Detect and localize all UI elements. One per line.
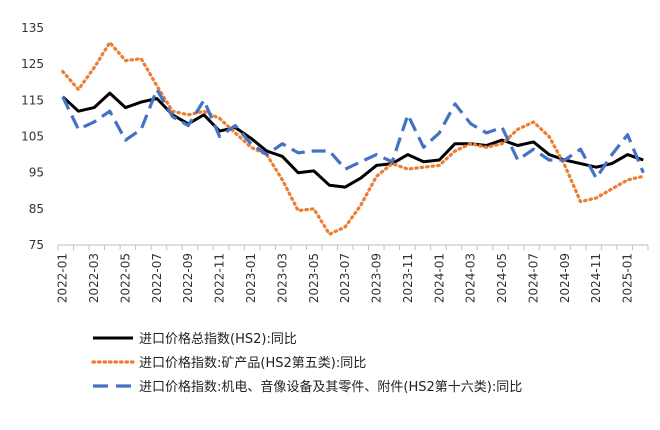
y-tick-label: 115 — [21, 93, 44, 107]
x-tick-label: 2024-11 — [589, 253, 603, 303]
y-tick-label: 85 — [29, 202, 44, 216]
y-tick-label: 75 — [29, 238, 44, 252]
legend-label-1: 进口价格总指数(HS2):同比 — [139, 331, 297, 347]
legend: 进口价格总指数(HS2):同比进口价格指数:矿产品(HS2第五类):同比进口价格… — [91, 331, 522, 395]
x-tick-label: 2024-07 — [526, 253, 540, 303]
x-tick-label: 2022-03 — [87, 253, 101, 303]
y-tick-label: 135 — [21, 21, 44, 35]
x-tick-label: 2023-09 — [370, 253, 384, 303]
x-tick-label: 2022-07 — [150, 253, 164, 303]
y-tick-labels: 75 85 95 105 115 125 135 — [21, 21, 44, 252]
series-line-2 — [61, 40, 645, 236]
x-tick-label: 2025-01 — [621, 253, 635, 303]
y-tick-label: 95 — [29, 166, 44, 180]
x-tick-label: 2022-05 — [118, 253, 132, 303]
x-tick-label: 2024-09 — [558, 253, 572, 303]
x-tick-label: 2024-01 — [432, 253, 446, 303]
x-tick-label: 2022-11 — [213, 253, 227, 303]
x-tick-labels: 2022-01 2022-03 2022-05 2022-07 2022-09 2022-… — [56, 245, 649, 303]
x-tick-label: 2022-01 — [56, 253, 70, 303]
x-tick-label: 2023-03 — [275, 253, 289, 303]
x-tick-label: 2023-11 — [401, 253, 415, 303]
legend-label-2: 进口价格指数:矿产品(HS2第五类):同比 — [139, 355, 366, 371]
legend-label-3: 进口价格指数:机电、音像设备及其零件、附件(HS2第十六类):同比 — [139, 379, 522, 395]
x-tick-label: 2022-09 — [181, 253, 195, 303]
x-tick-label: 2023-07 — [338, 253, 352, 303]
x-tick-label: 2024-05 — [495, 253, 509, 303]
series-line-3 — [61, 87, 645, 180]
x-tick-label: 2024-03 — [464, 253, 478, 303]
series-line-1 — [61, 91, 644, 189]
y-tick-label: 105 — [21, 130, 44, 144]
y-tick-label: 125 — [21, 57, 44, 71]
x-tick-label: 2023-05 — [307, 253, 321, 303]
x-tick-label: 2023-01 — [244, 253, 258, 303]
series-lines — [61, 40, 645, 236]
